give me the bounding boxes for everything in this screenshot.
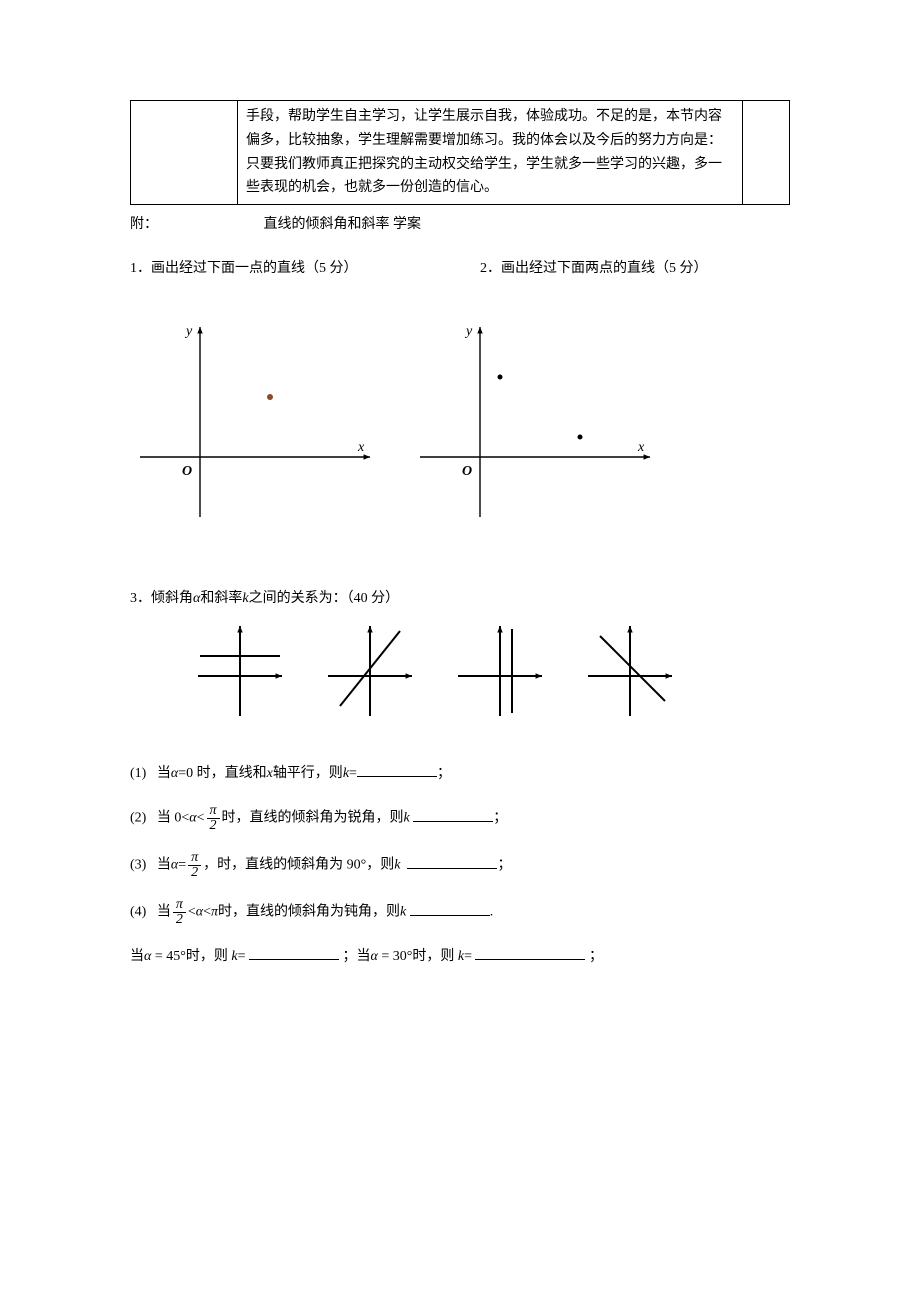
svg-text:O: O: [182, 464, 192, 479]
axes-charts-row: x y O x y O: [130, 307, 790, 527]
i3-num: (3): [130, 858, 146, 873]
i4-tail: .: [490, 905, 494, 920]
attachment-line: 附： 直线的倾斜角和斜率 学案: [130, 213, 790, 233]
last-a2: α: [370, 949, 377, 964]
i2-tail: ；: [493, 811, 507, 826]
q3-post: 之间的关系为：（40 分）: [249, 591, 400, 606]
i4-k: k: [400, 905, 406, 920]
last-line: 当α = 45°时，则 k= ；当α = 30°时，则 k= ；: [130, 945, 790, 965]
thumb-obtuse: [580, 621, 680, 721]
i1-pre: 当: [157, 766, 171, 781]
chart-left: x y O: [130, 307, 390, 527]
i3-eq: =: [178, 858, 186, 873]
i4-blank: [410, 901, 490, 916]
i1-eq: =: [349, 766, 357, 781]
i4-den: 2: [173, 913, 186, 927]
i2-pre: 当 0<: [157, 811, 189, 826]
attach-title: 直线的倾斜角和斜率 学案: [264, 217, 422, 232]
q1-text: 1．画出经过下面一点的直线（5 分）: [130, 257, 440, 277]
item-4: (4) 当π2<α<π时，直线的倾斜角为钝角，则k .: [130, 898, 790, 927]
last-sep: ；当: [339, 949, 371, 964]
last-blank2: [475, 945, 585, 960]
i2-frac: π2: [207, 804, 220, 833]
q3-text: 3．倾斜角α和斜率k之间的关系为：（40 分）: [130, 587, 790, 607]
q3-pre: 3．倾斜角: [130, 591, 193, 606]
last-eq1: = 45°时，则: [155, 949, 232, 964]
i2-lt: <: [197, 811, 205, 826]
last-tail: ；: [585, 949, 603, 964]
i3-frac: π2: [188, 851, 201, 880]
reflection-text: 手段，帮助学生自主学习，让学生展示自我，体验成功。不足的是，本节内容偏多，比较抽…: [246, 109, 722, 195]
i4-num-pi: π: [173, 898, 186, 913]
i2-blank: [413, 807, 493, 822]
svg-text:O: O: [462, 464, 472, 479]
i3-k: k: [394, 858, 400, 873]
i4-mid3: 时，直线的倾斜角为钝角，则: [218, 905, 400, 920]
thumb-acute: [320, 621, 420, 721]
i4-lt1: <: [188, 905, 196, 920]
i1-blank: [357, 762, 437, 777]
i3-num-pi: π: [188, 851, 201, 866]
i4-frac: π2: [173, 898, 186, 927]
i2-num: (2): [130, 811, 146, 826]
thumb-horizontal: [190, 621, 290, 721]
i2-mid2: 时，直线的倾斜角为锐角，则: [222, 811, 404, 826]
last-eq2: = 30°时，则: [381, 949, 458, 964]
last-pre1: 当: [130, 949, 144, 964]
questions-row: 1．画出经过下面一点的直线（5 分） 2．画出经过下面两点的直线（5 分）: [130, 257, 790, 277]
i3-den: 2: [188, 866, 201, 880]
table-text-cell: 手段，帮助学生自主学习，让学生展示自我，体验成功。不足的是，本节内容偏多，比较抽…: [238, 101, 743, 205]
i3-blank: [407, 854, 497, 869]
item-2: (2) 当 0<α<π2时，直线的倾斜角为锐角，则k ；: [130, 804, 790, 833]
svg-text:x: x: [637, 440, 645, 455]
i4-pi: π: [211, 905, 218, 920]
last-mid: =: [238, 949, 249, 964]
q2-text: 2．画出经过下面两点的直线（5 分）: [480, 257, 790, 277]
table-right-cell: [743, 101, 790, 205]
svg-text:y: y: [184, 324, 193, 339]
last-a1: α: [144, 949, 151, 964]
i2-alpha: α: [189, 811, 196, 826]
i2-num-pi: π: [207, 804, 220, 819]
i1-tail: ；: [437, 766, 451, 781]
i3-tail: ；: [497, 858, 511, 873]
i1-num: (1): [130, 766, 146, 781]
thumbnail-row: [190, 621, 790, 721]
i4-lt2: <: [203, 905, 211, 920]
i2-k: k: [404, 811, 410, 826]
i1-mid1: =0 时，直线和: [178, 766, 266, 781]
svg-text:x: x: [357, 440, 365, 455]
attach-label: 附：: [130, 213, 260, 233]
item-3: (3) 当α=π2，时，直线的倾斜角为 90°，则k ；: [130, 851, 790, 880]
i3-pre: 当: [157, 858, 171, 873]
table-left-cell: [131, 101, 238, 205]
i4-num: (4): [130, 905, 146, 920]
reflection-table: 手段，帮助学生自主学习，让学生展示自我，体验成功。不足的是，本节内容偏多，比较抽…: [130, 100, 790, 205]
last-blank1: [249, 945, 339, 960]
q3-mid: 和斜率: [200, 591, 242, 606]
thumb-vertical: [450, 621, 550, 721]
i4-pre: 当: [157, 905, 171, 920]
i2-den: 2: [207, 819, 220, 833]
page: 手段，帮助学生自主学习，让学生展示自我，体验成功。不足的是，本节内容偏多，比较抽…: [0, 0, 920, 1025]
item-1: (1) 当α=0 时，直线和x轴平行，则k=；: [130, 761, 790, 786]
i4-alpha: α: [196, 905, 203, 920]
svg-text:y: y: [464, 324, 473, 339]
i1-mid2: 轴平行，则: [273, 766, 343, 781]
i3-mid2: ，时，直线的倾斜角为 90°，则: [203, 858, 394, 873]
chart-right: x y O: [410, 307, 670, 527]
last-mid2: =: [464, 949, 475, 964]
